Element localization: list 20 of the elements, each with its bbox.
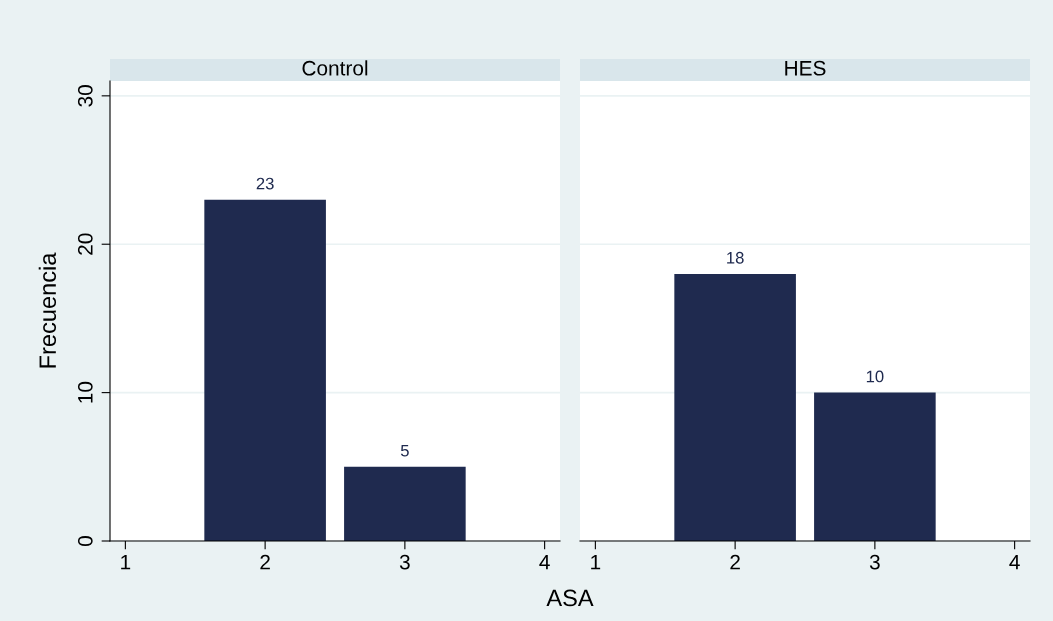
data-label: 18 bbox=[727, 251, 744, 264]
chart-title: Control bbox=[302, 60, 368, 76]
chart-title: HES bbox=[785, 60, 826, 76]
x-tick-label: 3 bbox=[399, 554, 410, 570]
x-tick-label: 1 bbox=[121, 554, 131, 570]
data-label: 5 bbox=[400, 444, 409, 457]
y-tick-label: 30 bbox=[77, 85, 93, 107]
x-tick-label: 1 bbox=[591, 554, 601, 570]
x-tick-label: 4 bbox=[539, 554, 550, 570]
x-tick-label: 3 bbox=[869, 554, 880, 570]
y-tick-label: 0 bbox=[77, 536, 93, 546]
x-tick-label: 4 bbox=[1009, 554, 1020, 570]
x-axis-title: ASA bbox=[546, 589, 594, 607]
y-tick-label: 10 bbox=[77, 381, 93, 403]
y-axis-title: Frecuencia bbox=[38, 252, 57, 368]
data-label: 23 bbox=[256, 177, 274, 190]
y-tick-label: 20 bbox=[77, 233, 93, 255]
data-label: 10 bbox=[866, 370, 884, 383]
x-tick-label: 2 bbox=[730, 554, 740, 570]
x-tick-label: 2 bbox=[260, 554, 270, 570]
